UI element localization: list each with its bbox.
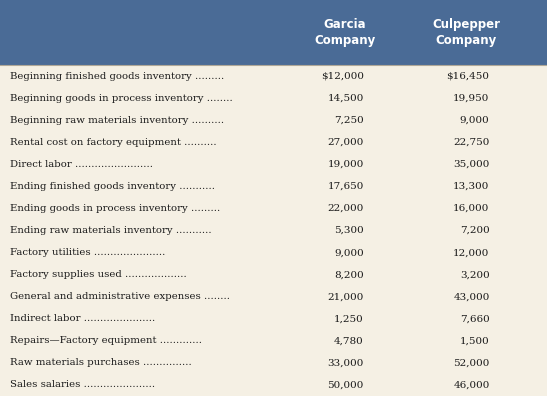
Text: 50,000: 50,000 [328,381,364,390]
Text: 9,000: 9,000 [460,116,490,125]
Text: Garcia
Company: Garcia Company [314,18,375,48]
Text: Ending raw materials inventory ...........: Ending raw materials inventory .........… [10,226,212,235]
Text: $12,000: $12,000 [321,72,364,81]
Text: General and administrative expenses ........: General and administrative expenses ....… [10,292,230,301]
Text: 43,000: 43,000 [453,292,490,301]
Text: $16,450: $16,450 [446,72,490,81]
Text: 21,000: 21,000 [328,292,364,301]
Text: Beginning finished goods inventory .........: Beginning finished goods inventory .....… [10,72,224,81]
Text: 7,660: 7,660 [460,314,490,324]
Text: 46,000: 46,000 [453,381,490,390]
Text: Culpepper
Company: Culpepper Company [432,18,501,48]
Text: 13,300: 13,300 [453,182,490,191]
Text: 16,000: 16,000 [453,204,490,213]
Text: Ending finished goods inventory ...........: Ending finished goods inventory ........… [10,182,215,191]
Text: Indirect labor ......................: Indirect labor ...................... [10,314,155,324]
Text: 35,000: 35,000 [453,160,490,169]
Text: Repairs—Factory equipment .............: Repairs—Factory equipment ............. [10,336,202,345]
Text: Beginning raw materials inventory ..........: Beginning raw materials inventory ......… [10,116,224,125]
Text: 12,000: 12,000 [453,248,490,257]
Text: 7,200: 7,200 [460,226,490,235]
Text: 5,300: 5,300 [334,226,364,235]
Text: 7,250: 7,250 [334,116,364,125]
Text: 1,500: 1,500 [460,336,490,345]
Text: 19,000: 19,000 [328,160,364,169]
Text: 19,950: 19,950 [453,94,490,103]
Bar [0,0,547,65]
Text: 22,000: 22,000 [328,204,364,213]
Text: 3,200: 3,200 [460,270,490,279]
Text: Factory utilities ......................: Factory utilities ...................... [10,248,165,257]
Text: 14,500: 14,500 [328,94,364,103]
Text: 4,780: 4,780 [334,336,364,345]
Text: Factory supplies used ...................: Factory supplies used ..................… [10,270,187,279]
Text: 9,000: 9,000 [334,248,364,257]
Text: Ending goods in process inventory .........: Ending goods in process inventory ......… [10,204,220,213]
Text: Sales salaries ......................: Sales salaries ...................... [10,381,155,390]
Text: 33,000: 33,000 [328,358,364,367]
Text: 52,000: 52,000 [453,358,490,367]
Text: 22,750: 22,750 [453,138,490,147]
Text: Beginning goods in process inventory ........: Beginning goods in process inventory ...… [10,94,232,103]
Text: Raw materials purchases ...............: Raw materials purchases ............... [10,358,191,367]
Text: 8,200: 8,200 [334,270,364,279]
Text: 1,250: 1,250 [334,314,364,324]
Text: 27,000: 27,000 [328,138,364,147]
Text: Direct labor ........................: Direct labor ........................ [10,160,153,169]
Text: 17,650: 17,650 [328,182,364,191]
Text: Rental cost on factory equipment ..........: Rental cost on factory equipment .......… [10,138,217,147]
